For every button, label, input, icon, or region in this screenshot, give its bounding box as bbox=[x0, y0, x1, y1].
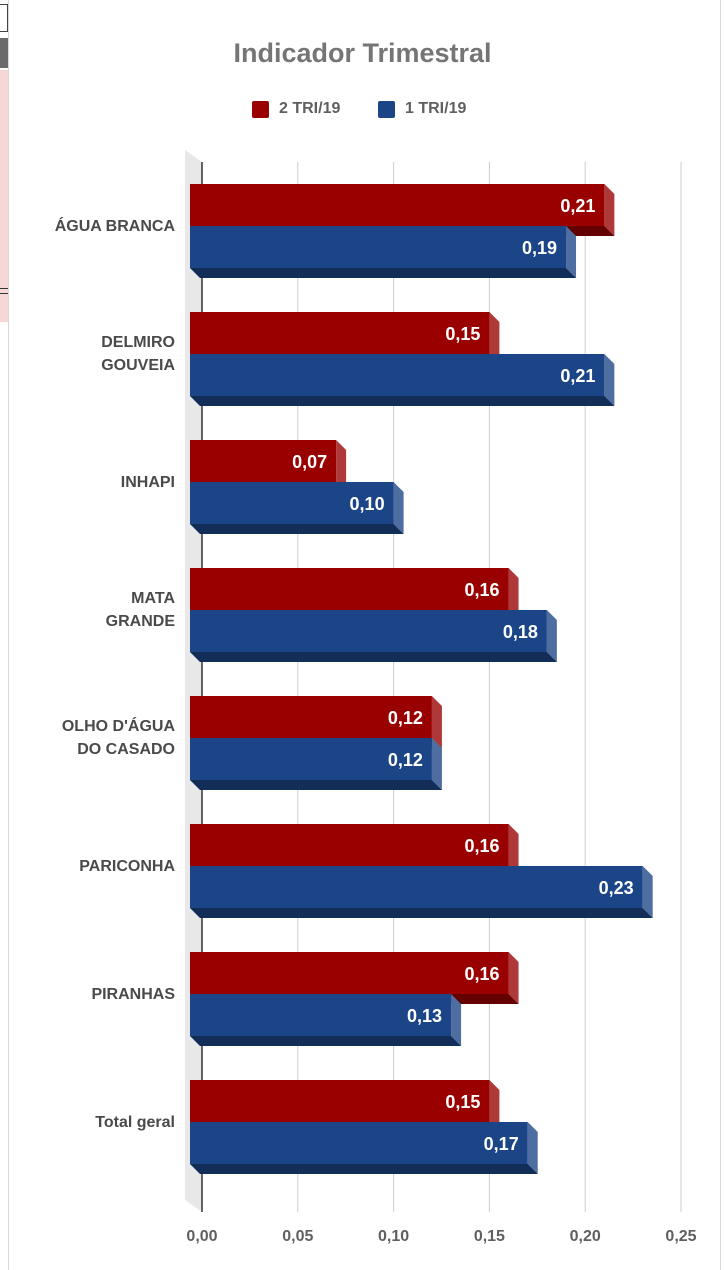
bar-bottom bbox=[190, 908, 653, 918]
bar bbox=[190, 696, 432, 738]
bar-side bbox=[604, 184, 615, 236]
x-tick-label: 0,00 bbox=[186, 1228, 218, 1245]
data-label: 0,16 bbox=[465, 580, 500, 600]
data-label: 0,16 bbox=[465, 836, 500, 856]
bar-side bbox=[566, 226, 577, 278]
y-category-label-line: PIRANHAS bbox=[91, 985, 175, 1003]
y-category-label-line: GOUVEIA bbox=[101, 357, 175, 374]
chart-title: Indicador Trimestral bbox=[233, 38, 492, 68]
bar bbox=[190, 1080, 490, 1122]
bar-bottom bbox=[190, 396, 615, 406]
y-category-label-line: DELMIRO bbox=[101, 334, 175, 351]
bar-side bbox=[489, 1080, 500, 1132]
x-tick-label: 0,25 bbox=[665, 1228, 697, 1245]
legend-label: 2 TRI/19 bbox=[279, 100, 341, 117]
data-label: 0,21 bbox=[560, 196, 595, 216]
y-category-label-line: MATA bbox=[131, 590, 175, 607]
data-label: 0,12 bbox=[388, 708, 423, 728]
bar bbox=[190, 1122, 528, 1164]
data-label: 0,23 bbox=[599, 878, 634, 898]
bar bbox=[190, 184, 605, 226]
x-tick-label: 0,10 bbox=[378, 1228, 410, 1245]
legend-label: 1 TRI/19 bbox=[405, 100, 467, 117]
bar-bottom bbox=[190, 524, 404, 534]
bar-bottom bbox=[190, 268, 577, 278]
bar bbox=[190, 866, 643, 908]
data-label: 0,21 bbox=[560, 366, 595, 386]
data-label: 0,10 bbox=[350, 494, 385, 514]
bar-side bbox=[604, 354, 615, 406]
bar-side bbox=[451, 994, 462, 1046]
bar-bottom bbox=[190, 780, 442, 790]
x-tick-label: 0,15 bbox=[473, 1228, 505, 1245]
data-label: 0,19 bbox=[522, 238, 557, 258]
y-category-label: PARICONHA bbox=[0, 855, 175, 878]
bar bbox=[190, 994, 452, 1036]
y-category-label: MATA GRANDE bbox=[0, 587, 175, 633]
bar bbox=[190, 440, 337, 482]
bar bbox=[190, 354, 605, 396]
bar-side bbox=[508, 568, 519, 620]
bar-side bbox=[336, 440, 347, 492]
legend-item-series-2: 1 TRI/19 bbox=[378, 100, 466, 118]
right-border bbox=[720, 0, 721, 1270]
bar-side bbox=[431, 738, 442, 790]
y-category-label: Total geral bbox=[0, 1111, 175, 1134]
y-category-label: PIRANHAS bbox=[0, 983, 175, 1006]
data-label: 0,17 bbox=[484, 1134, 519, 1154]
legend-swatch bbox=[252, 100, 269, 118]
bar-side bbox=[431, 696, 442, 748]
x-tick-label: 0,05 bbox=[282, 1228, 314, 1245]
bar bbox=[190, 226, 567, 268]
bar bbox=[190, 312, 490, 354]
bar-side bbox=[508, 824, 519, 876]
y-category-label: OLHO D'ÁGUA DO CASADO bbox=[0, 715, 175, 761]
x-tick-label: 0,20 bbox=[569, 1228, 601, 1245]
data-label: 0,15 bbox=[445, 324, 480, 344]
left-panel-box bbox=[0, 4, 8, 32]
y-category-label-line: Total geral bbox=[95, 1113, 175, 1131]
y-category-label: INHAPI bbox=[0, 471, 175, 494]
data-label: 0,12 bbox=[388, 750, 423, 770]
bar-bottom bbox=[190, 652, 557, 662]
bar bbox=[190, 610, 547, 652]
data-label: 0,15 bbox=[445, 1092, 480, 1112]
chart-legend: 2 TRI/19 1 TRI/19 bbox=[0, 100, 725, 122]
y-category-label-line: ÁGUA BRANCA bbox=[54, 217, 175, 235]
bar bbox=[190, 738, 432, 780]
left-panel-header bbox=[0, 38, 8, 68]
bar-side bbox=[489, 312, 500, 364]
bar bbox=[190, 568, 509, 610]
bar bbox=[190, 824, 509, 866]
bar-side bbox=[508, 952, 519, 1004]
bar bbox=[190, 482, 394, 524]
y-category-label-line: GRANDE bbox=[105, 613, 175, 630]
data-label: 0,16 bbox=[465, 964, 500, 984]
bar-bottom bbox=[190, 1036, 462, 1046]
data-label: 0,07 bbox=[292, 452, 327, 472]
bar-side bbox=[642, 866, 653, 918]
y-category-label-line: PARICONHA bbox=[79, 857, 175, 875]
y-category-label-line: DO CASADO bbox=[77, 741, 175, 758]
data-label: 0,18 bbox=[503, 622, 538, 642]
y-category-label: ÁGUA BRANCA bbox=[0, 215, 175, 238]
left-panel-divider bbox=[0, 288, 8, 294]
y-category-label-line: OLHO D'ÁGUA bbox=[61, 718, 175, 735]
bar-side bbox=[393, 482, 404, 534]
plot-side-wall bbox=[185, 150, 202, 1212]
y-category-label-line: INHAPI bbox=[120, 473, 175, 491]
bar-side bbox=[546, 610, 557, 662]
legend-swatch bbox=[378, 100, 395, 118]
bar bbox=[190, 952, 509, 994]
bar-bottom bbox=[190, 1164, 538, 1174]
bar-side bbox=[527, 1122, 538, 1174]
data-label: 0,13 bbox=[407, 1006, 442, 1026]
left-panel-edge bbox=[0, 0, 9, 1270]
legend-item-series-1: 2 TRI/19 bbox=[252, 100, 340, 118]
y-category-label: DELMIRO GOUVEIA bbox=[0, 331, 175, 377]
left-panel-highlight bbox=[0, 70, 8, 322]
